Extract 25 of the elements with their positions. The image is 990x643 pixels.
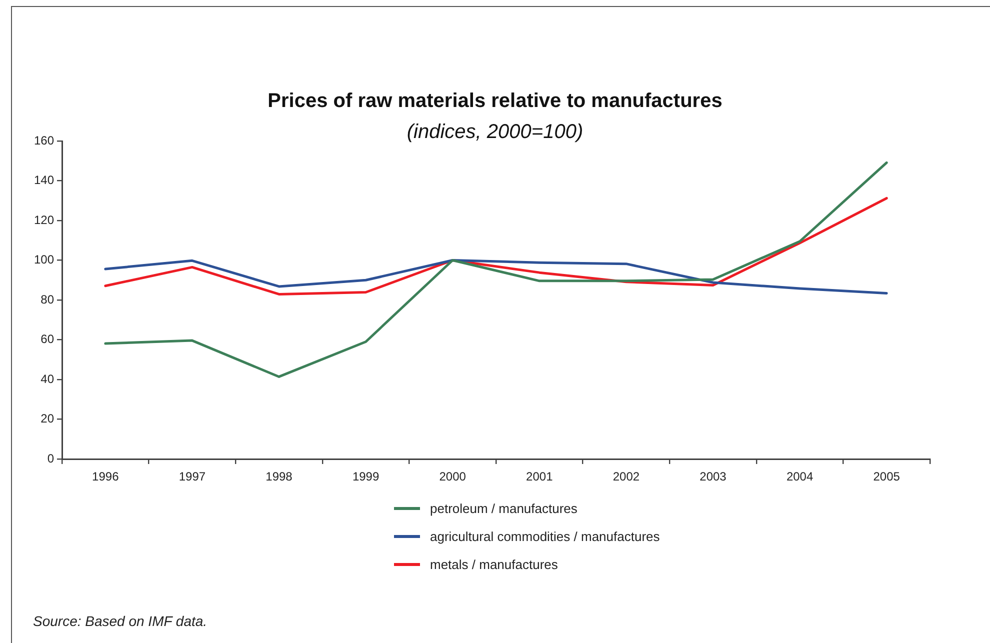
x-tick-label: 1997 (178, 470, 206, 484)
y-tick-label: 40 (40, 372, 54, 386)
x-tick-label: 2005 (873, 470, 900, 484)
x-tick-label: 2001 (526, 470, 554, 484)
source-note: Source: Based on IMF data. (33, 613, 208, 629)
y-tick-label: 0 (47, 451, 54, 466)
x-tick-label: 1996 (92, 470, 120, 484)
y-tick-label: 60 (40, 332, 54, 346)
y-tick-label: 20 (40, 412, 54, 426)
x-tick-label: 2002 (612, 470, 640, 484)
x-tick-label: 2003 (700, 470, 727, 484)
chart-subtitle: (indices, 2000=100) (406, 121, 584, 143)
x-tick-label: 2004 (786, 470, 814, 484)
legend-label: agricultural commodities / manufactures (430, 528, 660, 544)
x-tick-label: 2000 (439, 470, 466, 484)
x-tick-label: 1998 (266, 470, 293, 484)
y-tick-label: 80 (40, 292, 54, 306)
y-tick-label: 160 (34, 133, 54, 148)
y-tick-label: 100 (34, 252, 54, 267)
y-tick-label: 120 (34, 212, 54, 227)
legend-label: metals / manufactures (430, 556, 558, 572)
chart-title: Prices of raw materials relative to manufactures (266, 89, 724, 113)
y-tick-label: 140 (34, 173, 54, 188)
x-tick-label: 1999 (352, 470, 380, 484)
legend-label: petroleum / manufactures (430, 500, 578, 516)
